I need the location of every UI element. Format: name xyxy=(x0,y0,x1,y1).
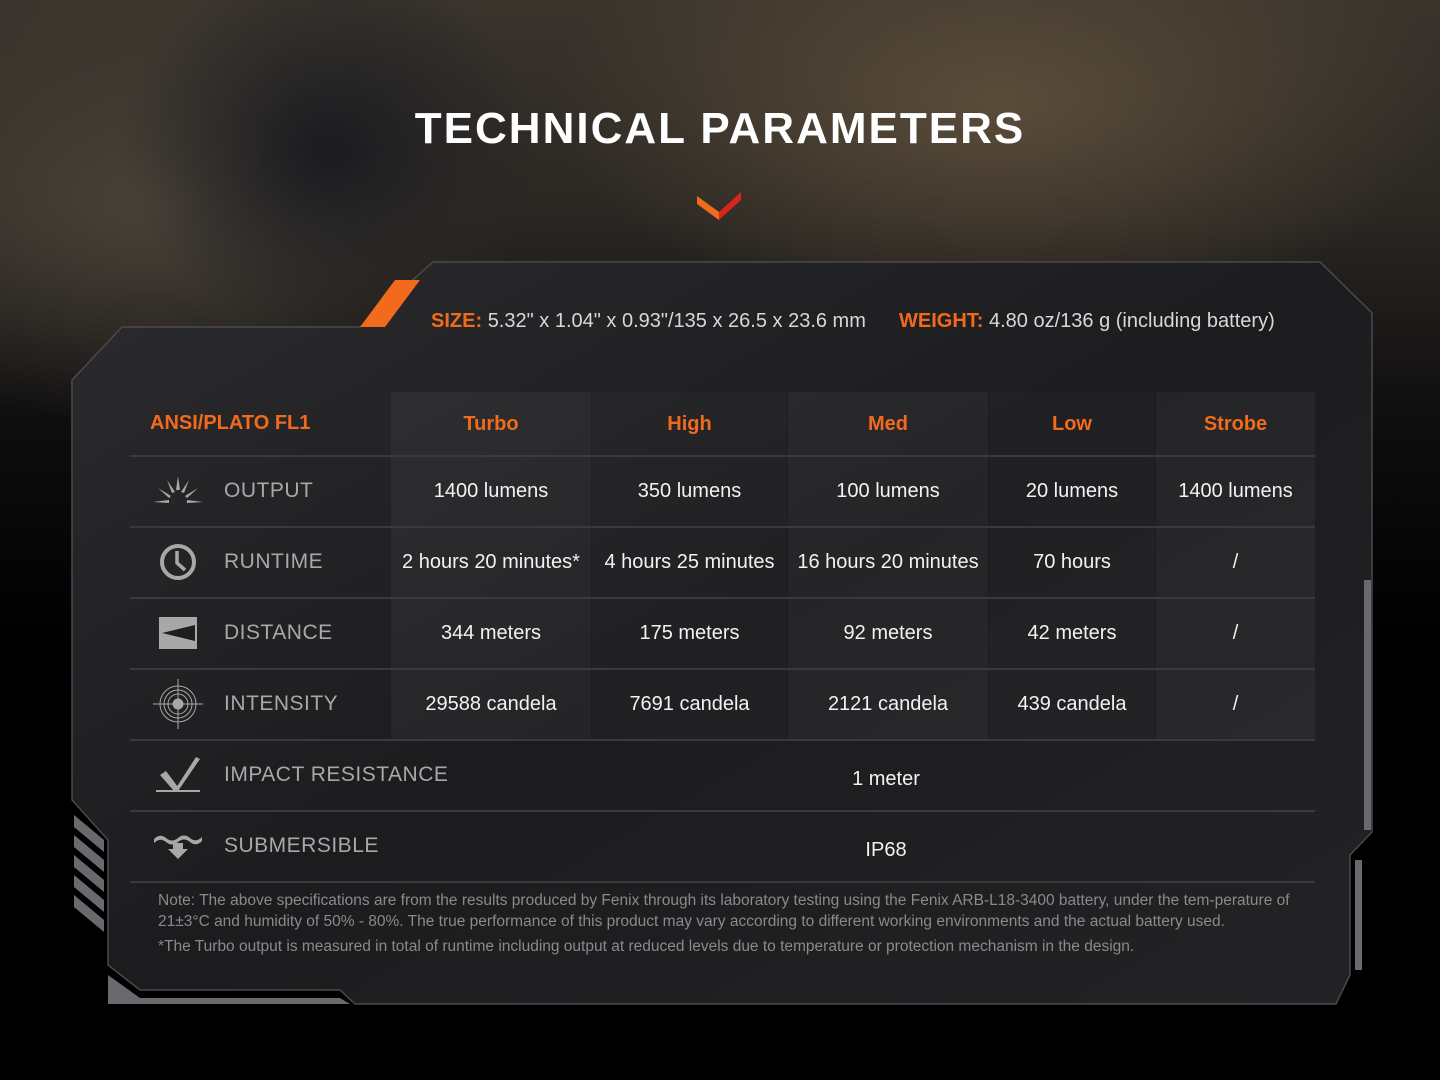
row-value: 1400 lumens xyxy=(433,479,549,502)
row-value: 16 hours 20 minutes xyxy=(797,550,979,573)
note-text: Note: The above specifications are from … xyxy=(158,892,1290,930)
row-value: 100 lumens xyxy=(836,479,940,502)
page-title: TECHNICAL PARAMETERS xyxy=(414,104,1026,153)
row-value: 175 meters xyxy=(639,621,740,644)
dimensions-line: SIZE: 5.32" x 1.04" x 0.93"/135 x 26.5 x… xyxy=(431,310,1275,333)
row-label: SUBMERSIBLE xyxy=(224,834,379,857)
row-value: 439 candela xyxy=(1017,692,1127,715)
row-value: 350 lumens xyxy=(637,479,742,502)
header-high: High xyxy=(667,412,712,435)
size-label: SIZE: xyxy=(431,310,483,332)
header-turbo: Turbo xyxy=(463,412,519,435)
row-value: 1 meter xyxy=(852,767,920,790)
sunburst-icon xyxy=(152,456,204,526)
row-label: IMPACT RESISTANCE xyxy=(224,763,449,786)
target-icon xyxy=(152,669,204,739)
row-value: / xyxy=(1232,692,1239,715)
clock-icon xyxy=(152,527,204,597)
submersible-icon xyxy=(152,811,204,881)
weight-label: WEIGHT: xyxy=(899,310,984,332)
row-label: DISTANCE xyxy=(224,621,333,644)
size-value: 5.32" x 1.04" x 0.93"/135 x 26.5 x 23.6 … xyxy=(487,310,866,332)
row-value: 7691 candela xyxy=(629,692,750,715)
header-strobe: Strobe xyxy=(1203,412,1268,435)
row-value: 70 hours xyxy=(1033,550,1111,573)
row-value: 92 meters xyxy=(843,621,933,644)
weight-value: 4.80 oz/136 g (including battery) xyxy=(989,310,1275,332)
row-value: / xyxy=(1232,621,1239,644)
header-low: Low xyxy=(1052,412,1092,435)
chevron-down-icon xyxy=(697,192,741,220)
row-value: 2121 candela xyxy=(827,692,949,715)
row-value: 344 meters xyxy=(440,621,542,644)
row-value: 2 hours 20 minutes* xyxy=(402,550,580,573)
row-value: 4 hours 25 minutes xyxy=(604,550,775,573)
beam-distance-icon xyxy=(152,598,204,668)
row-label: OUTPUT xyxy=(224,479,314,502)
header-med: Med xyxy=(868,412,908,435)
row-label: RUNTIME xyxy=(224,550,324,573)
row-value: / xyxy=(1232,550,1239,573)
row-value: 20 lumens xyxy=(1025,479,1119,502)
row-value: 1400 lumens xyxy=(1178,479,1293,502)
row-value: 29588 candela xyxy=(425,692,557,715)
footnote-text: *The Turbo output is measured in total o… xyxy=(158,938,1135,955)
header-standard: ANSI/PLATO FL1 xyxy=(150,411,311,434)
row-label: INTENSITY xyxy=(224,692,339,715)
row-value: 42 meters xyxy=(1027,621,1117,644)
note: Note: The above specifications are from … xyxy=(158,890,1303,957)
impact-icon xyxy=(152,740,204,810)
row-value: IP68 xyxy=(865,838,907,861)
